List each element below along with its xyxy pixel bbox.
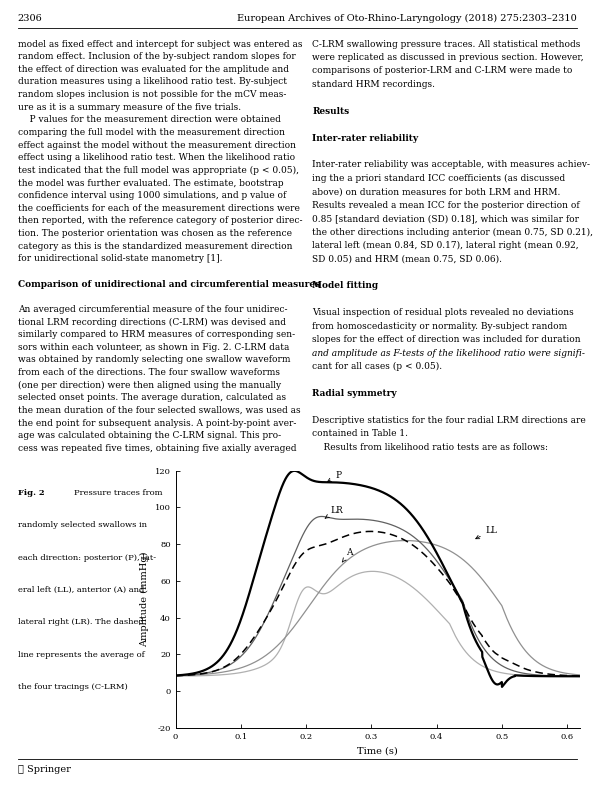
Text: random effect. Inclusion of the by-subject random slopes for: random effect. Inclusion of the by-subje… bbox=[18, 52, 296, 61]
Text: Comparison of unidirectional and circumferential measures: Comparison of unidirectional and circumf… bbox=[18, 279, 320, 289]
Text: the model was further evaluated. The estimate, bootstrap: the model was further evaluated. The est… bbox=[18, 179, 283, 187]
Text: effect against the model without the measurement direction: effect against the model without the mea… bbox=[18, 141, 296, 149]
Y-axis label: Amplitude (mmHg): Amplitude (mmHg) bbox=[140, 551, 149, 647]
Text: random slopes inclusion is not possible for the mCV meas-: random slopes inclusion is not possible … bbox=[18, 90, 286, 99]
Text: eral left (LL), anterior (A) and: eral left (LL), anterior (A) and bbox=[18, 586, 144, 594]
Text: 0.85 [standard deviation (SD) 0.18], which was similar for: 0.85 [standard deviation (SD) 0.18], whi… bbox=[312, 214, 580, 223]
Text: lateral left (mean 0.84, SD 0.17), lateral right (mean 0.92,: lateral left (mean 0.84, SD 0.17), later… bbox=[312, 241, 579, 250]
Text: above) on duration measures for both LRM and HRM.: above) on duration measures for both LRM… bbox=[312, 187, 560, 196]
Text: ing the a priori standard ICC coefficients (as discussed: ing the a priori standard ICC coefficien… bbox=[312, 174, 565, 183]
Text: the effect of direction was evaluated for the amplitude and: the effect of direction was evaluated fo… bbox=[18, 65, 289, 74]
Text: Inter-rater reliability: Inter-rater reliability bbox=[312, 134, 418, 142]
Text: LR: LR bbox=[325, 506, 343, 518]
X-axis label: Time (s): Time (s) bbox=[358, 746, 398, 755]
Text: tional LRM recording directions (C-LRM) was devised and: tional LRM recording directions (C-LRM) … bbox=[18, 317, 286, 327]
Text: Visual inspection of residual plots revealed no deviations: Visual inspection of residual plots reve… bbox=[312, 308, 574, 317]
Text: the end point for subsequent analysis. A point-by-point aver-: the end point for subsequent analysis. A… bbox=[18, 418, 296, 427]
Text: randomly selected swallows in: randomly selected swallows in bbox=[18, 521, 147, 529]
Text: effect using a likelihood ratio test. When the likelihood ratio: effect using a likelihood ratio test. Wh… bbox=[18, 153, 295, 162]
Text: lateral right (LR). The dashed: lateral right (LR). The dashed bbox=[18, 619, 143, 626]
Text: duration measures using a likelihood ratio test. By-subject: duration measures using a likelihood rat… bbox=[18, 78, 287, 86]
Text: each direction: posterior (P), lat-: each direction: posterior (P), lat- bbox=[18, 554, 156, 562]
Text: the mean duration of the four selected swallows, was used as: the mean duration of the four selected s… bbox=[18, 406, 300, 415]
Text: test indicated that the full model was appropriate (p < 0.05),: test indicated that the full model was a… bbox=[18, 166, 299, 175]
Text: model as fixed effect and intercept for subject was entered as: model as fixed effect and intercept for … bbox=[18, 40, 302, 48]
Text: selected onset points. The average duration, calculated as: selected onset points. The average durat… bbox=[18, 393, 286, 403]
Text: An averaged circumferential measure of the four unidirec-: An averaged circumferential measure of t… bbox=[18, 305, 287, 314]
Text: cant for all cases (p < 0.05).: cant for all cases (p < 0.05). bbox=[312, 362, 443, 371]
Text: Radial symmetry: Radial symmetry bbox=[312, 389, 397, 398]
Text: were replicated as discussed in previous section. However,: were replicated as discussed in previous… bbox=[312, 53, 584, 62]
Text: line represents the average of: line represents the average of bbox=[18, 651, 145, 659]
Text: European Archives of Oto-Rhino-Laryngology (2018) 275:2303–2310: European Archives of Oto-Rhino-Laryngolo… bbox=[237, 13, 577, 23]
Text: A: A bbox=[342, 548, 353, 562]
Text: Ⓢ Springer: Ⓢ Springer bbox=[18, 765, 71, 774]
Text: 2306: 2306 bbox=[18, 14, 43, 23]
Text: ure as it is a summary measure of the five trials.: ure as it is a summary measure of the fi… bbox=[18, 103, 241, 112]
Text: the four tracings (C-LRM): the four tracings (C-LRM) bbox=[18, 683, 127, 691]
Text: and amplitude as F-tests of the likelihood ratio were signifi-: and amplitude as F-tests of the likeliho… bbox=[312, 349, 585, 358]
Text: was obtained by randomly selecting one swallow waveform: was obtained by randomly selecting one s… bbox=[18, 355, 290, 365]
Text: Results from likelihood ratio tests are as follows:: Results from likelihood ratio tests are … bbox=[312, 443, 549, 452]
Text: confidence interval using 1000 simulations, and p value of: confidence interval using 1000 simulatio… bbox=[18, 191, 286, 200]
Text: cess was repeated five times, obtaining five axially averaged: cess was repeated five times, obtaining … bbox=[18, 444, 296, 452]
Text: the coefficients for each of the measurement directions were: the coefficients for each of the measure… bbox=[18, 204, 300, 213]
Text: Fig. 2: Fig. 2 bbox=[18, 489, 50, 498]
Text: the other directions including anterior (mean 0.75, SD 0.21),: the other directions including anterior … bbox=[312, 228, 593, 237]
Text: LL: LL bbox=[476, 526, 497, 539]
Text: Results revealed a mean ICC for the posterior direction of: Results revealed a mean ICC for the post… bbox=[312, 201, 580, 210]
Text: similarly compared to HRM measures of corresponding sen-: similarly compared to HRM measures of co… bbox=[18, 330, 295, 339]
Text: Inter-rater reliability was acceptable, with measures achiev-: Inter-rater reliability was acceptable, … bbox=[312, 161, 590, 169]
Text: (one per direction) were then aligned using the manually: (one per direction) were then aligned us… bbox=[18, 380, 281, 390]
Text: sors within each volunteer, as shown in Fig. 2. C-LRM data: sors within each volunteer, as shown in … bbox=[18, 343, 289, 352]
Text: tion. The posterior orientation was chosen as the reference: tion. The posterior orientation was chos… bbox=[18, 229, 292, 238]
Text: SD 0.05) and HRM (mean 0.75, SD 0.06).: SD 0.05) and HRM (mean 0.75, SD 0.06). bbox=[312, 255, 502, 263]
Text: from homoscedasticity or normality. By-subject random: from homoscedasticity or normality. By-s… bbox=[312, 322, 568, 331]
Text: comparing the full model with the measurement direction: comparing the full model with the measur… bbox=[18, 128, 285, 137]
Text: Pressure traces from: Pressure traces from bbox=[74, 489, 162, 498]
Text: Results: Results bbox=[312, 107, 349, 115]
Text: age was calculated obtaining the C-LRM signal. This pro-: age was calculated obtaining the C-LRM s… bbox=[18, 431, 281, 440]
Text: then reported, with the reference category of posterior direc-: then reported, with the reference catego… bbox=[18, 217, 302, 225]
Text: C-LRM swallowing pressure traces. All statistical methods: C-LRM swallowing pressure traces. All st… bbox=[312, 40, 581, 48]
Text: Model fitting: Model fitting bbox=[312, 282, 378, 290]
Text: P: P bbox=[327, 471, 342, 482]
Text: slopes for the effect of direction was included for duration: slopes for the effect of direction was i… bbox=[312, 335, 581, 344]
Text: Descriptive statistics for the four radial LRM directions are: Descriptive statistics for the four radi… bbox=[312, 416, 586, 425]
Text: contained in Table 1.: contained in Table 1. bbox=[312, 430, 408, 438]
Text: P values for the measurement direction were obtained: P values for the measurement direction w… bbox=[18, 115, 281, 124]
Text: from each of the directions. The four swallow waveforms: from each of the directions. The four sw… bbox=[18, 368, 280, 377]
Text: comparisons of posterior-LRM and C-LRM were made to: comparisons of posterior-LRM and C-LRM w… bbox=[312, 66, 573, 75]
Text: category as this is the standardized measurement direction: category as this is the standardized mea… bbox=[18, 242, 292, 251]
Text: for unidirectional solid-state manometry [1].: for unidirectional solid-state manometry… bbox=[18, 254, 223, 263]
Text: standard HRM recordings.: standard HRM recordings. bbox=[312, 80, 436, 89]
